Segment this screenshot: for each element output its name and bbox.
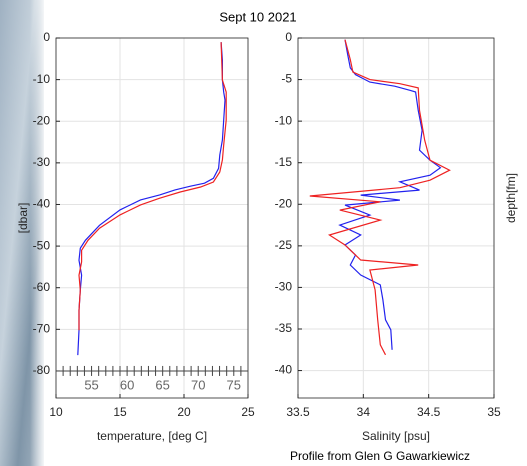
profile-line bbox=[78, 42, 227, 331]
y-tick-label: -35 bbox=[275, 321, 293, 335]
axes-box bbox=[55, 37, 249, 399]
y-tick-label: 0 bbox=[285, 30, 292, 44]
y2-axis-label: depth[fm] bbox=[504, 173, 518, 223]
y-tick-label: -30 bbox=[275, 280, 293, 294]
x-tick-label: 34 bbox=[357, 405, 371, 419]
y-tick-label: -40 bbox=[275, 363, 293, 377]
x-tick-label: 33.5 bbox=[286, 405, 310, 419]
background-fade bbox=[30, 0, 46, 466]
x-axis-label: temperature, [deg C] bbox=[97, 429, 207, 443]
x-tick-label: 34.5 bbox=[417, 405, 441, 419]
y-tick-label: -5 bbox=[281, 72, 292, 86]
y-tick-label: -40 bbox=[33, 197, 51, 211]
x2-tick-label: 75 bbox=[227, 377, 241, 392]
plot-area bbox=[298, 38, 494, 398]
y-tick-label: -25 bbox=[275, 238, 293, 252]
plot-area bbox=[56, 38, 248, 398]
y-tick-label: -20 bbox=[33, 113, 51, 127]
x-tick-label: 25 bbox=[241, 405, 255, 419]
x-tick-label: 15 bbox=[113, 405, 127, 419]
y-tick-label: -60 bbox=[33, 280, 51, 294]
x-tick-label: 10 bbox=[49, 405, 63, 419]
y-tick-label: -15 bbox=[275, 155, 293, 169]
y-tick-label: 0 bbox=[43, 30, 50, 44]
axes-box bbox=[297, 37, 495, 399]
y-tick-label: -70 bbox=[33, 322, 51, 336]
y-tick-label: -10 bbox=[275, 113, 293, 127]
x-tick-label: 20 bbox=[177, 405, 191, 419]
profile-line bbox=[338, 39, 442, 350]
page-title: Sept 10 2021 bbox=[219, 9, 296, 24]
x2-tick-label: 55 bbox=[84, 377, 98, 392]
y-tick-label: -20 bbox=[275, 196, 293, 210]
footer: Profile from Glen G Gawarkiewicz bbox=[290, 449, 470, 463]
y-tick-label: -10 bbox=[33, 72, 51, 86]
profile-line bbox=[309, 39, 451, 356]
y-tick-label: -80 bbox=[33, 363, 51, 377]
x2-tick-label: 65 bbox=[155, 377, 169, 392]
x-axis-label: Salinity [psu] bbox=[362, 429, 430, 443]
x2-tick-label: 60 bbox=[120, 377, 134, 392]
y-axis-label: [dbar] bbox=[16, 203, 30, 234]
x2-tick-label: 70 bbox=[191, 377, 205, 392]
profile-line bbox=[77, 42, 226, 356]
y-tick-label: -50 bbox=[33, 238, 51, 252]
y-tick-label: -30 bbox=[33, 155, 51, 169]
x-tick-label: 35 bbox=[487, 405, 501, 419]
